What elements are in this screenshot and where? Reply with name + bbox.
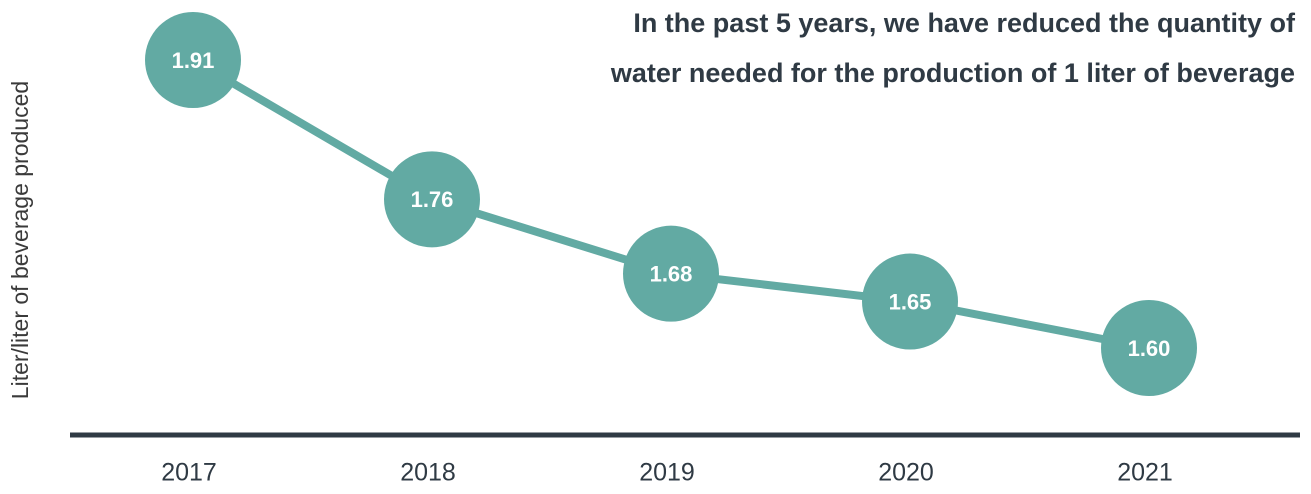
chart-title: In the past 5 years, we have reduced the… xyxy=(633,8,1296,38)
data-label: 1.60 xyxy=(1128,336,1171,361)
y-axis-label: Liter/liter of beverage produced xyxy=(7,81,33,399)
x-tick-label: 2020 xyxy=(878,459,934,487)
x-tick-label: 2018 xyxy=(400,459,456,487)
data-label: 1.68 xyxy=(650,261,693,286)
point xyxy=(623,225,719,322)
point xyxy=(145,12,241,108)
point xyxy=(1101,300,1197,396)
x-tick-label: 2017 xyxy=(161,459,217,487)
chart-title: water needed for the production of 1 lit… xyxy=(610,58,1295,88)
point xyxy=(384,151,480,248)
data-label: 1.65 xyxy=(889,289,932,314)
point xyxy=(862,253,958,350)
x-tick-label: 2021 xyxy=(1117,459,1173,487)
data-label: 1.76 xyxy=(411,187,454,212)
data-label: 1.91 xyxy=(172,48,215,73)
x-tick-label: 2019 xyxy=(639,459,695,487)
